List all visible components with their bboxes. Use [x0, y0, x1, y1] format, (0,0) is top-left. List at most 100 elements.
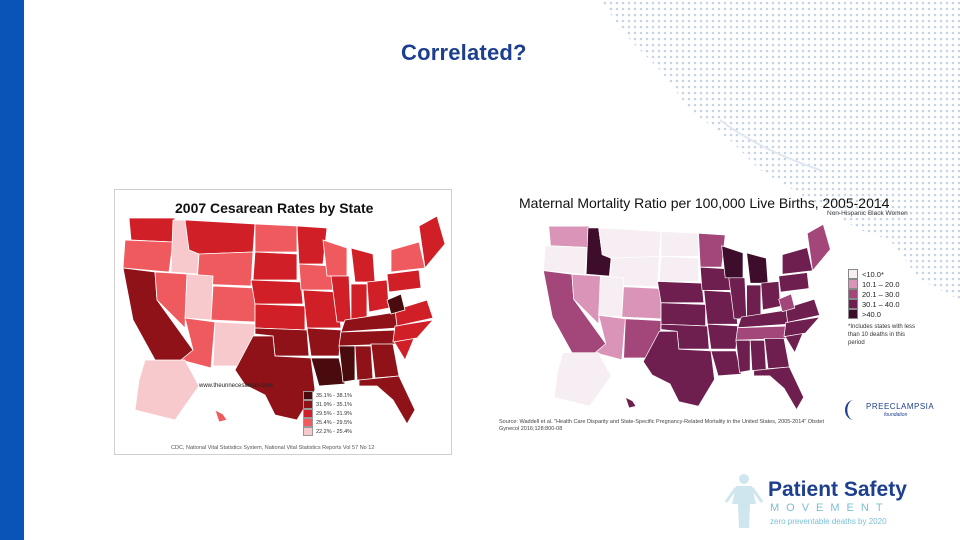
- legend-swatch: [303, 391, 313, 400]
- source-line: Source: Waddell et al. "Health Care Disp…: [499, 419, 825, 425]
- state-AZ: [180, 317, 216, 369]
- state-FL: [753, 366, 805, 411]
- legend-label: >40.0: [862, 309, 881, 319]
- state-ND: [254, 223, 298, 253]
- state-NY: [390, 241, 426, 273]
- us-map-mortality: [542, 223, 831, 411]
- state-UT: [598, 275, 624, 318]
- cesarean-credit: CDC, National Vital Statistics System, N…: [171, 445, 375, 451]
- world-dot-map-decoration: [600, 0, 960, 300]
- legend-item: 25.4% - 29.5%: [303, 418, 352, 427]
- state-TX: [642, 330, 715, 407]
- preeclampsia-name: PREECLAMPSIA: [866, 402, 935, 411]
- state-OH: [366, 279, 390, 313]
- legend-item: 29.5% - 31.9%: [303, 409, 352, 418]
- legend-label: 20.1 – 30.0: [862, 289, 900, 299]
- legend-item: 30.1 – 40.0: [848, 299, 918, 309]
- legend-item: <10.0*: [848, 269, 918, 279]
- state-NC: [392, 319, 435, 343]
- source-url: www.theunnecesarean.com: [199, 383, 273, 389]
- state-WI: [322, 239, 348, 277]
- state-NE: [657, 281, 705, 304]
- state-CO: [621, 286, 662, 320]
- state-MT: [598, 227, 662, 259]
- state-WA: [548, 225, 591, 248]
- state-AR: [306, 327, 342, 357]
- state-IN: [746, 284, 762, 318]
- legend-item: 35.1% - 38.1%: [303, 391, 352, 400]
- legend-label: 31.9% - 35.1%: [316, 401, 353, 408]
- state-ND: [660, 231, 699, 257]
- state-AL: [749, 339, 767, 371]
- legend-label: 29.5% - 31.9%: [316, 410, 353, 417]
- state-SD: [252, 251, 298, 281]
- preeclampsia-emblem-icon: [845, 400, 854, 420]
- preeclampsia-tagline: foundation: [884, 412, 908, 418]
- state-LA: [310, 357, 346, 387]
- state-IN: [350, 283, 368, 321]
- state-GA: [370, 343, 400, 379]
- legend-swatch: [848, 299, 858, 309]
- state-CO: [210, 285, 256, 323]
- state-OR: [543, 245, 589, 275]
- brand-name: Patient Safety: [768, 478, 907, 501]
- state-MT: [184, 219, 256, 255]
- state-LA: [710, 350, 742, 377]
- mortality-map-panel: Maternal Mortality Ratio per 100,000 Liv…: [498, 189, 954, 439]
- state-UT: [184, 273, 214, 321]
- legend-note: *Includes states with less than 10 death…: [848, 324, 916, 346]
- state-MS: [338, 345, 356, 383]
- state-GA: [764, 338, 790, 370]
- legend-item: 31.9% - 35.1%: [303, 400, 352, 409]
- cesarean-legend: 35.1% - 38.1% 31.9% - 35.1% 29.5% - 31.9…: [303, 391, 352, 436]
- legend-swatch: [848, 309, 858, 319]
- legend-label: 10.1 – 20.0: [862, 279, 900, 289]
- legend-item: >40.0: [848, 309, 918, 319]
- state-MS: [735, 339, 751, 373]
- state-VA: [394, 299, 434, 327]
- state-WV: [778, 293, 796, 313]
- cesarean-map-panel: 2007 Cesarean Rates by State: [114, 189, 452, 455]
- state-AK: [553, 352, 612, 407]
- legend-label: <10.0*: [862, 269, 884, 279]
- state-OR: [122, 239, 174, 273]
- legend-swatch: [303, 427, 313, 436]
- state-MI: [350, 247, 376, 283]
- state-MO: [302, 289, 342, 329]
- legend-swatch: [848, 269, 858, 279]
- cesarean-map-title: 2007 Cesarean Rates by State: [175, 200, 374, 216]
- state-NV: [154, 271, 188, 329]
- human-figure-icon: [724, 474, 764, 528]
- mortality-map-subtitle: Non-Hispanic Black Women: [827, 210, 908, 217]
- state-MN: [296, 225, 328, 265]
- state-WV: [386, 293, 406, 315]
- state-NE-region: [806, 223, 831, 272]
- legend-label: 22.2% - 25.4%: [316, 428, 353, 435]
- state-NE-region: [418, 215, 446, 269]
- state-MO: [703, 289, 739, 325]
- legend-swatch: [303, 400, 313, 409]
- brand-tagline: zero preventable deaths by 2020: [770, 517, 887, 526]
- slide-title: Correlated?: [401, 40, 527, 65]
- state-MI: [746, 252, 769, 284]
- us-map-cesarean: [122, 215, 446, 425]
- state-HI: [214, 409, 228, 423]
- legend-item: 20.1 – 30.0: [848, 289, 918, 299]
- mortality-map-title: Maternal Mortality Ratio per 100,000 Liv…: [519, 195, 890, 211]
- brand-movement: MOVEMENT: [770, 502, 890, 514]
- mortality-source: Source: Waddell et al. "Health Care Disp…: [499, 419, 824, 433]
- state-OH: [760, 281, 781, 311]
- state-AK: [134, 359, 200, 421]
- state-WI: [721, 245, 744, 279]
- state-TX: [234, 335, 316, 421]
- accent-bar: [0, 0, 24, 540]
- state-NE: [250, 279, 304, 305]
- state-WA: [128, 217, 176, 243]
- legend-item: 22.2% - 25.4%: [303, 427, 352, 436]
- legend-label: 30.1 – 40.0: [862, 299, 900, 309]
- state-KS: [254, 303, 306, 331]
- legend-label: 25.4% - 29.5%: [316, 419, 353, 426]
- state-MN: [698, 232, 726, 268]
- state-AL: [354, 345, 374, 381]
- state-NC: [783, 316, 821, 338]
